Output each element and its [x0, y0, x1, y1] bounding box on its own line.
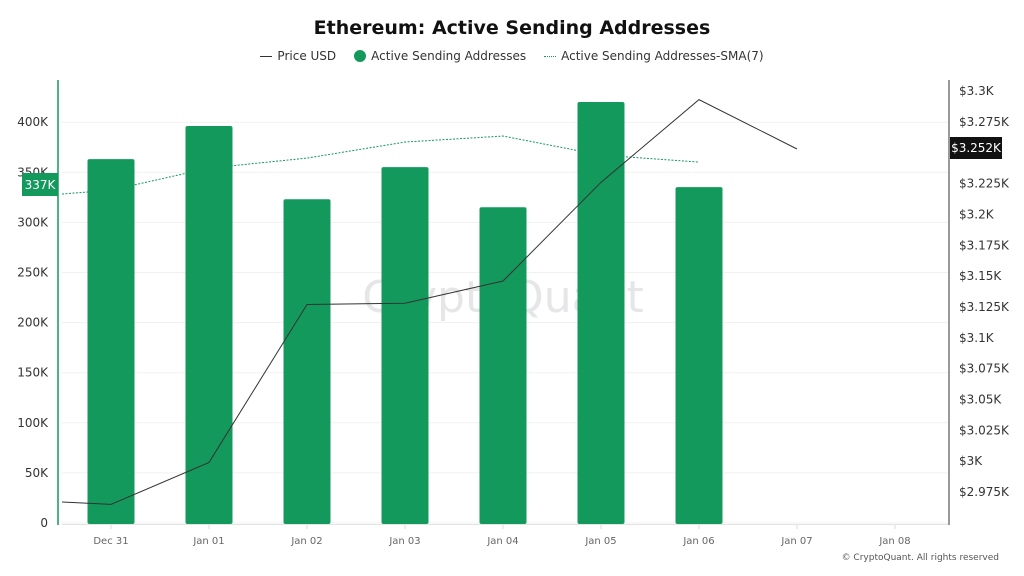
legend: Price USD Active Sending Addresses Activ…	[0, 49, 1024, 63]
left-badge-label: 337K	[25, 178, 57, 192]
left-axis-tick: 400K	[17, 115, 49, 129]
price-line	[61, 99, 798, 505]
x-axis-tick: Dec 31	[93, 536, 128, 547]
right-axis-tick: $3.05K	[959, 393, 1002, 407]
right-axis-tick: $3.175K	[959, 238, 1010, 252]
line-swatch-icon	[260, 55, 273, 57]
left-axis-tick: 0	[40, 516, 48, 530]
right-current-value-badge	[950, 137, 1002, 159]
right-axis-tick: $3.125K	[959, 300, 1010, 314]
x-axis-tick: Jan 01	[192, 536, 224, 547]
right-axis-tick: $3.075K	[959, 362, 1010, 376]
x-axis-tick: Jan 06	[682, 536, 714, 547]
right-badge-label: $3.252K	[951, 141, 1002, 155]
left-axis-tick: 150K	[17, 366, 49, 380]
bar-active-sending-addresses[interactable]	[283, 199, 331, 524]
right-axis-tick: $3.2K	[959, 207, 995, 221]
dotted-line-swatch-icon	[544, 55, 557, 57]
left-axis-tick: 250K	[17, 266, 49, 280]
legend-item-price[interactable]: Price USD	[260, 49, 336, 63]
legend-label: Price USD	[277, 49, 337, 63]
legend-label: Active Sending Addresses-SMA(7)	[561, 49, 764, 63]
left-current-value-badge	[22, 173, 58, 196]
x-axis-tick: Jan 05	[584, 536, 616, 547]
x-axis-tick: Jan 02	[290, 536, 322, 547]
copyright: © CryptoQuant. All rights reserved	[841, 553, 999, 563]
left-axis-tick: 200K	[17, 316, 49, 330]
right-axis-tick: $2.975K	[959, 485, 1010, 499]
left-axis-tick: 300K	[17, 215, 49, 229]
right-axis-tick: $3.275K	[959, 115, 1010, 129]
right-axis-tick: $3.025K	[959, 423, 1010, 437]
right-axis-tick: $3.225K	[959, 177, 1010, 191]
bar-active-sending-addresses[interactable]	[577, 101, 625, 524]
right-axis-tick: $3K	[959, 454, 983, 468]
legend-item-active-sending[interactable]: Active Sending Addresses	[354, 49, 526, 63]
left-axis-tick: 50K	[25, 466, 49, 480]
bar-active-sending-addresses[interactable]	[87, 159, 135, 524]
bar-active-sending-addresses[interactable]	[479, 207, 527, 524]
bar-active-sending-addresses[interactable]	[381, 167, 429, 525]
right-axis-tick: $3.15K	[959, 269, 1002, 283]
x-axis-tick: Jan 03	[388, 536, 420, 547]
left-axis-tick: 100K	[17, 416, 49, 430]
dot-swatch-icon	[354, 50, 367, 62]
bar-active-sending-addresses[interactable]	[675, 187, 723, 524]
legend-label: Active Sending Addresses	[371, 49, 527, 63]
right-axis-tick: $3.1K	[959, 331, 995, 345]
legend-item-sma[interactable]: Active Sending Addresses-SMA(7)	[544, 49, 764, 63]
bar-active-sending-addresses[interactable]	[185, 126, 233, 524]
x-axis-tick: Jan 04	[486, 536, 518, 547]
sma-line	[61, 135, 700, 195]
chart-title: Ethereum: Active Sending Addresses	[313, 17, 711, 39]
x-axis-tick: Jan 07	[780, 536, 812, 547]
x-axis-tick: Jan 08	[878, 536, 910, 547]
right-axis-tick: $3.3K	[959, 84, 995, 98]
